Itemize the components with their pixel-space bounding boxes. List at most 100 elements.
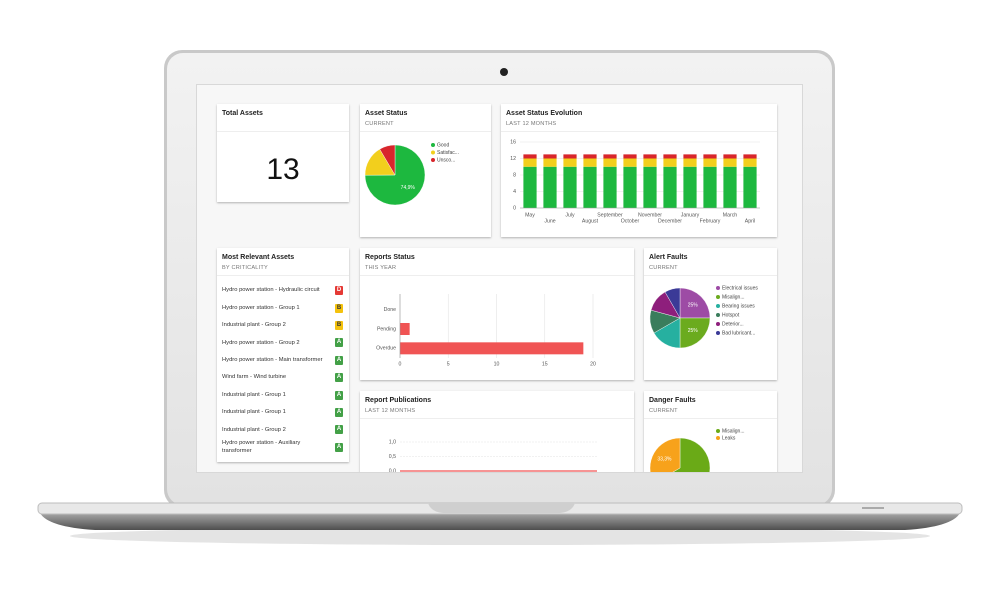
card-subtitle: LAST 12 MONTHS bbox=[506, 121, 557, 127]
x-tick-label: 0 bbox=[399, 361, 402, 367]
bar-segment bbox=[683, 154, 697, 159]
asset-row: Industrial plant - Group 2 B bbox=[217, 317, 349, 334]
shadow bbox=[70, 527, 930, 545]
chart-card: 66,7%Misalign...33,3%Leaks Danger Faults C… bbox=[644, 391, 777, 472]
card-subtitle: THIS YEAR bbox=[365, 265, 397, 271]
legend-label: Misalign... bbox=[722, 428, 745, 434]
x-tick-label: 20 bbox=[590, 361, 596, 367]
card-header bbox=[217, 104, 349, 132]
x-tick-label: December bbox=[658, 218, 682, 224]
card-header bbox=[217, 248, 349, 276]
x-tick-label: November bbox=[638, 212, 662, 218]
slice-label: 25% bbox=[688, 328, 699, 334]
grade-badge: B bbox=[335, 320, 343, 330]
legend-swatch bbox=[716, 286, 720, 290]
total-assets-card: 13 Total Assets bbox=[217, 104, 349, 202]
y-tick-label: Done bbox=[384, 307, 397, 313]
legend-label: Leaks bbox=[722, 435, 736, 441]
pie-slice bbox=[672, 437, 711, 472]
pie-slice bbox=[679, 317, 711, 349]
card-canvas: 0 4 8 12 16 May June July AugustSeptemberOctober… bbox=[510, 139, 760, 224]
card-header bbox=[501, 104, 777, 132]
card-canvas: 0 5 10 15 20 Done Pending Overdue bbox=[376, 294, 596, 367]
y-tick-label: 12 bbox=[510, 156, 516, 162]
card-title: Report Publications bbox=[365, 397, 432, 404]
slice-label: 25% bbox=[688, 303, 699, 309]
grade-badge: B bbox=[335, 303, 343, 313]
card-title: Total Assets bbox=[222, 110, 263, 117]
bar-segment bbox=[703, 154, 717, 159]
bar-segment bbox=[623, 166, 637, 208]
pie-slice bbox=[664, 287, 681, 319]
chart-card: 1,0 0,5 0,0 Report Publications LAST 12 MONT… bbox=[360, 391, 634, 472]
bar-segment bbox=[703, 166, 717, 208]
grade-badge: A bbox=[335, 355, 343, 365]
bar-segment bbox=[743, 166, 757, 208]
y-tick-label: 1,0 bbox=[389, 439, 396, 445]
base-bottom bbox=[40, 513, 960, 530]
assets-card: Most Relevant Assets BY CRITICALITY Hydro … bbox=[217, 248, 349, 462]
bar-segment bbox=[603, 158, 617, 167]
legend-label: Hotspot bbox=[722, 312, 740, 318]
card-title: Danger Faults bbox=[649, 397, 696, 404]
x-tick-label: March bbox=[723, 212, 738, 218]
asset-name: Hydro power station - Group 2 bbox=[222, 339, 300, 346]
grade-badge: A bbox=[335, 373, 343, 383]
card-canvas: 74,9% Good Satisfac...Unsco... bbox=[364, 142, 459, 206]
x-tick-label: August bbox=[582, 218, 599, 224]
card-canvas: 66,7%Misalign...33,3%Leaks bbox=[649, 428, 745, 472]
bar bbox=[400, 323, 410, 335]
legend-swatch bbox=[716, 295, 720, 299]
card-header bbox=[360, 104, 491, 132]
card-header bbox=[360, 248, 634, 276]
legend-swatch bbox=[431, 150, 435, 155]
chart-card: 0 4 8 12 16 May June July August September October… bbox=[501, 104, 777, 237]
asset-row: Hydro power station - Auxiliary transfor… bbox=[217, 439, 349, 456]
pie-slice bbox=[679, 287, 711, 319]
bar-segment bbox=[723, 154, 737, 159]
x-tick-label: 10 bbox=[494, 361, 500, 367]
base-notch bbox=[428, 503, 575, 513]
x-tick-label: 5 bbox=[447, 361, 450, 367]
bar-segment bbox=[643, 166, 657, 208]
asset-name: Industrial plant - Group 1 bbox=[222, 409, 286, 416]
y-tick-label: Overdue bbox=[376, 346, 396, 352]
grade-badge: A bbox=[335, 338, 343, 348]
card-canvas: 25% Electrical issues 25% Misalign... Bearin… bbox=[649, 285, 758, 349]
card-subtitle: CURRENT bbox=[649, 408, 678, 414]
bar-segment bbox=[523, 158, 537, 167]
pie-slice bbox=[379, 144, 396, 176]
y-tick-label: 0,0 bbox=[389, 468, 396, 472]
asset-name: Hydro power station - Group 1 bbox=[222, 304, 300, 311]
bar-segment bbox=[543, 154, 557, 159]
grade-badge: A bbox=[335, 425, 343, 435]
bar-segment bbox=[663, 154, 677, 159]
legend-swatch bbox=[716, 331, 720, 335]
legend-swatch bbox=[716, 313, 720, 317]
bar-segment bbox=[583, 158, 597, 167]
x-tick-label: January bbox=[681, 212, 700, 218]
grade-badge: D bbox=[335, 286, 343, 296]
card-title: Reports Status bbox=[365, 254, 415, 261]
chart-card: 0 5 10 15 20 Done Pending Overdue Reports Status… bbox=[360, 248, 634, 380]
asset-row: Hydro power station - Main transformer A bbox=[217, 352, 349, 369]
y-tick-label: Pending bbox=[377, 326, 396, 332]
asset-row: Wind farm - Wind turbine A bbox=[217, 369, 349, 386]
bar-segment bbox=[623, 154, 637, 159]
legend-swatch bbox=[431, 158, 435, 162]
x-tick-label: June bbox=[544, 218, 555, 224]
y-tick-label: 0,5 bbox=[389, 454, 396, 460]
card-header bbox=[644, 391, 777, 419]
legend-label: Misalign... bbox=[722, 294, 745, 300]
bar-segment bbox=[643, 158, 657, 167]
legend-swatch bbox=[716, 429, 720, 433]
y-tick-label: 8 bbox=[513, 172, 516, 178]
card-subtitle: LAST 12 MONTHS bbox=[365, 408, 416, 414]
asset-name: Hydro power station - Auxiliary transfor… bbox=[222, 439, 301, 455]
bar-segment bbox=[603, 166, 617, 208]
bar bbox=[400, 342, 584, 355]
slice-label: 74,9% bbox=[401, 185, 416, 191]
asset-name: Wind farm - Wind turbine bbox=[222, 374, 287, 381]
bar-segment bbox=[543, 166, 557, 208]
